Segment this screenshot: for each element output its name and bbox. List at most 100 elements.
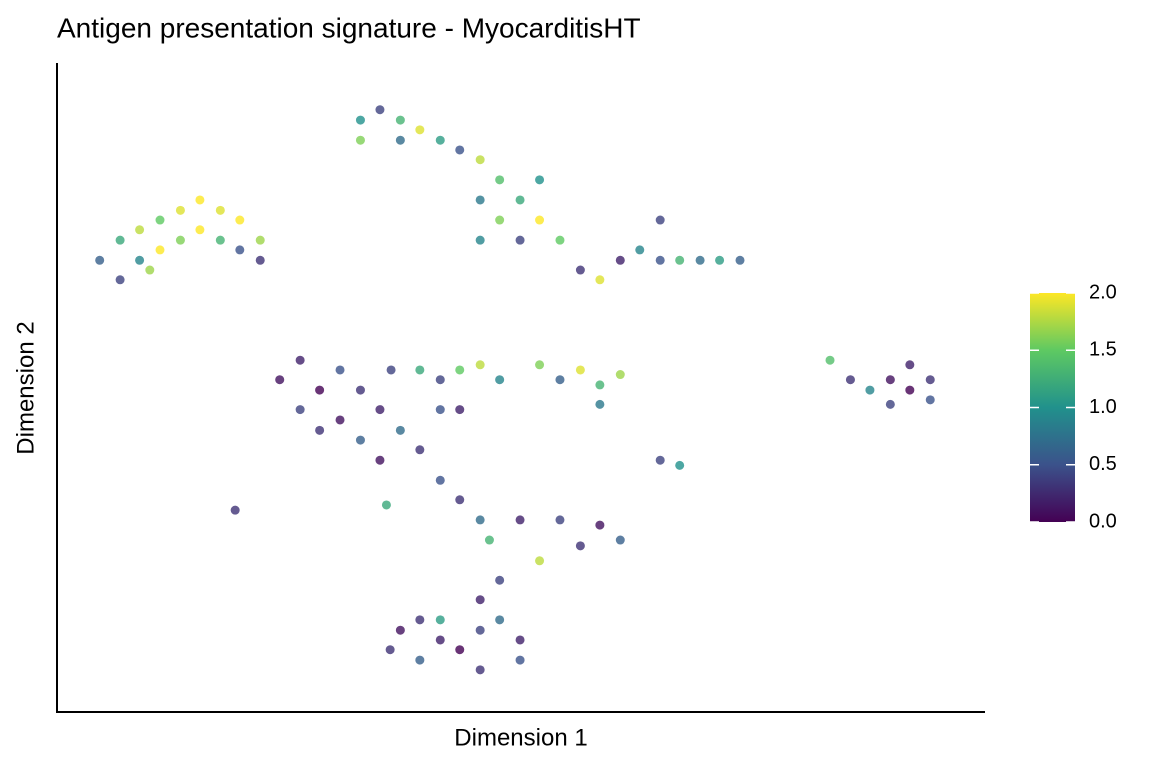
point <box>925 395 935 405</box>
point <box>355 135 365 145</box>
point <box>335 365 345 375</box>
point <box>475 195 485 205</box>
point <box>495 375 505 385</box>
point <box>495 575 505 585</box>
point <box>155 245 165 255</box>
point <box>375 105 385 115</box>
chart-title: Antigen presentation signature - Myocard… <box>57 12 641 43</box>
point <box>675 460 685 470</box>
point <box>375 455 385 465</box>
point <box>595 399 605 409</box>
point <box>515 235 525 245</box>
point <box>475 665 485 675</box>
point <box>355 385 365 395</box>
point <box>435 135 445 145</box>
point <box>355 115 365 125</box>
point <box>335 415 345 425</box>
point <box>615 535 625 545</box>
point <box>395 135 405 145</box>
point <box>595 380 605 390</box>
point <box>435 615 445 625</box>
point <box>615 370 625 380</box>
point <box>925 375 935 385</box>
point <box>575 265 585 275</box>
point <box>395 425 405 435</box>
point <box>575 541 585 551</box>
point <box>415 615 425 625</box>
point <box>395 115 405 125</box>
point <box>475 155 485 165</box>
point <box>435 635 445 645</box>
point <box>395 625 405 635</box>
point <box>115 275 125 285</box>
point <box>435 405 445 415</box>
point <box>215 235 225 245</box>
point <box>455 495 465 505</box>
y-axis-label: Dimension 2 <box>12 321 39 454</box>
point <box>275 375 285 385</box>
x-axis-label: Dimension 1 <box>454 724 587 751</box>
point <box>635 245 645 255</box>
point <box>655 215 665 225</box>
point <box>385 645 395 655</box>
point <box>515 635 525 645</box>
point <box>145 265 155 275</box>
point <box>215 205 225 215</box>
point <box>535 360 545 370</box>
point <box>415 445 425 455</box>
point <box>415 655 425 665</box>
points <box>95 105 935 675</box>
point <box>675 255 685 265</box>
point <box>695 255 705 265</box>
point <box>295 405 305 415</box>
colorbar-tick-label: 2.0 <box>1089 281 1117 303</box>
point <box>735 255 745 265</box>
point <box>255 235 265 245</box>
point <box>415 365 425 375</box>
point <box>175 235 185 245</box>
point <box>535 215 545 225</box>
point <box>555 375 565 385</box>
point <box>845 375 855 385</box>
point <box>475 595 485 605</box>
point <box>615 255 625 265</box>
point <box>655 255 665 265</box>
point <box>484 535 494 545</box>
point <box>515 515 525 525</box>
point <box>455 405 465 415</box>
point <box>515 195 525 205</box>
point <box>885 375 895 385</box>
point <box>415 125 425 135</box>
colorbar-tick-label: 1.0 <box>1089 396 1117 418</box>
point <box>230 505 240 515</box>
point <box>535 175 545 185</box>
point <box>315 385 325 395</box>
colorbar-tick-label: 0.5 <box>1089 453 1117 475</box>
point <box>825 355 835 365</box>
colorbar-tick-label: 1.5 <box>1089 339 1117 361</box>
point <box>135 255 145 265</box>
point <box>905 360 915 370</box>
point <box>375 405 385 415</box>
point <box>115 235 125 245</box>
point <box>381 500 391 510</box>
point <box>435 475 445 485</box>
point <box>455 365 465 375</box>
point <box>885 399 895 409</box>
point <box>386 365 396 375</box>
point <box>475 515 485 525</box>
point <box>575 365 585 375</box>
point <box>315 425 325 435</box>
point <box>135 225 145 235</box>
point <box>905 385 915 395</box>
point <box>155 215 165 225</box>
point <box>595 275 605 285</box>
point <box>715 255 725 265</box>
point <box>495 215 505 225</box>
point <box>195 195 205 205</box>
point <box>475 360 485 370</box>
point <box>235 215 245 225</box>
point <box>455 645 465 655</box>
point <box>235 245 245 255</box>
